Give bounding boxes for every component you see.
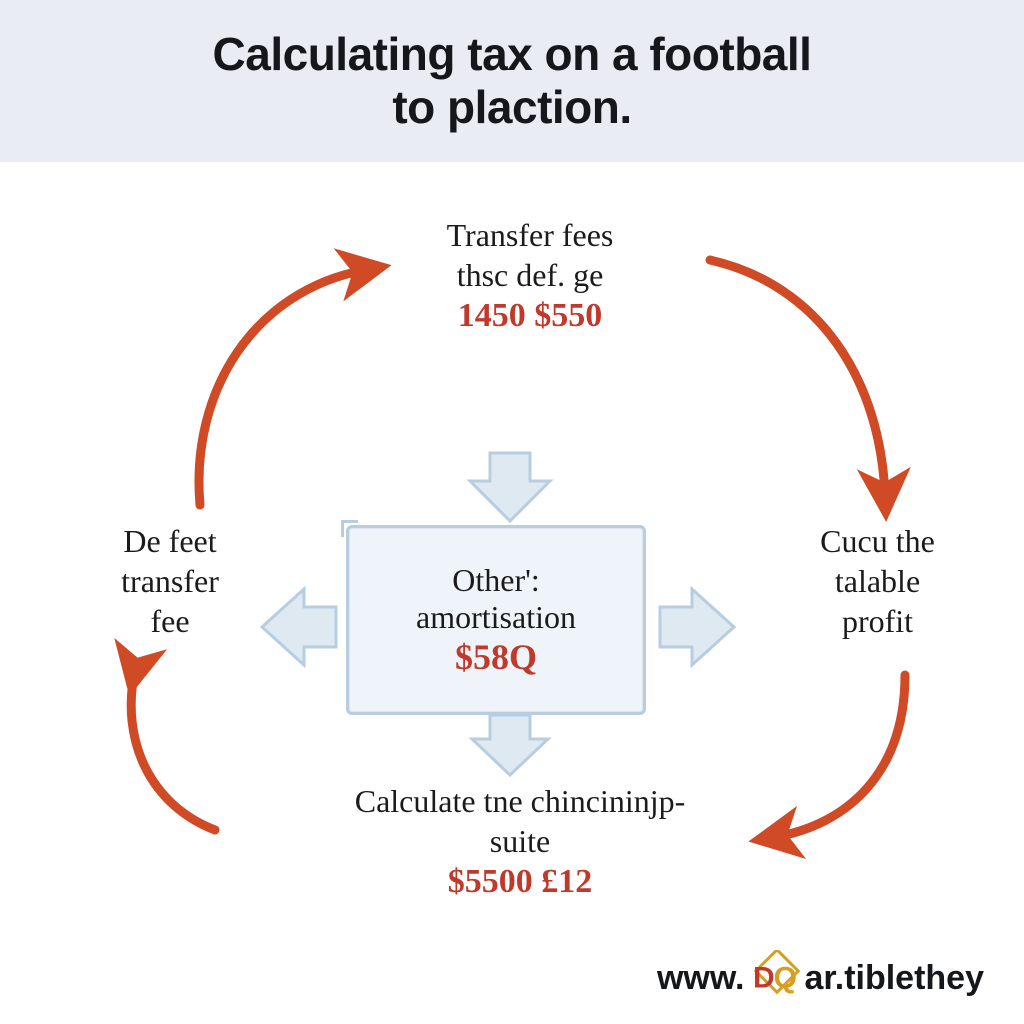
node-right-label-1: Cucu the	[770, 521, 985, 561]
node-top: Transfer fees thsc def. ge 1450 $550	[380, 215, 680, 338]
node-center-label-2: amortisation	[416, 599, 576, 636]
flowchart: Transfer fees thsc def. ge 1450 $550 De …	[0, 175, 1024, 935]
footer-logo: DQ	[746, 950, 802, 1006]
node-center: Other': amortisation $58Q	[346, 525, 646, 715]
node-bottom-value: $5500 £12	[260, 861, 780, 904]
block-arrow-down-top	[470, 453, 550, 521]
arrow-left-to-top	[199, 270, 365, 505]
block-arrow-right	[660, 589, 734, 665]
node-bottom-label-2: suite	[260, 821, 780, 861]
node-center-value: $58Q	[455, 636, 537, 678]
node-bottom: Calculate tne chincininjp- suite $5500 £…	[260, 781, 780, 904]
node-right-label-3: profit	[770, 601, 985, 641]
block-arrow-down-bottom	[472, 715, 548, 775]
node-left: De feet transfer fee	[60, 521, 280, 641]
title-line-1: Calculating tax on a football	[213, 28, 812, 80]
node-right-label-2: talable	[770, 561, 985, 601]
page-title: Calculating tax on a football to plactio…	[20, 28, 1004, 134]
node-top-label-1: Transfer fees	[380, 215, 680, 255]
node-top-value: 1450 $550	[380, 295, 680, 338]
node-center-label-1: Other':	[452, 562, 540, 599]
footer-prefix: www.	[657, 959, 745, 998]
logo-letter-d: D	[753, 962, 774, 995]
node-left-label-2: transfer	[60, 561, 280, 601]
title-line-2: to plaction.	[392, 81, 631, 133]
node-left-label-3: fee	[60, 601, 280, 641]
arrow-top-to-right	[710, 260, 885, 495]
logo-letter-q: Q	[774, 962, 796, 995]
arrow-bottom-to-left	[131, 670, 215, 830]
arrow-right-to-bottom	[775, 675, 905, 837]
node-top-label-2: thsc def. ge	[380, 255, 680, 295]
node-left-label-1: De feet	[60, 521, 280, 561]
node-bottom-label-1: Calculate tne chincininjp-	[260, 781, 780, 821]
footer-suffix: ar.tiblethey	[804, 959, 984, 998]
footer-logo-text: DQ	[753, 962, 796, 996]
header-banner: Calculating tax on a football to plactio…	[0, 0, 1024, 162]
footer-url: www. DQ ar.tiblethey	[657, 950, 984, 1006]
node-right: Cucu the talable profit	[770, 521, 985, 641]
